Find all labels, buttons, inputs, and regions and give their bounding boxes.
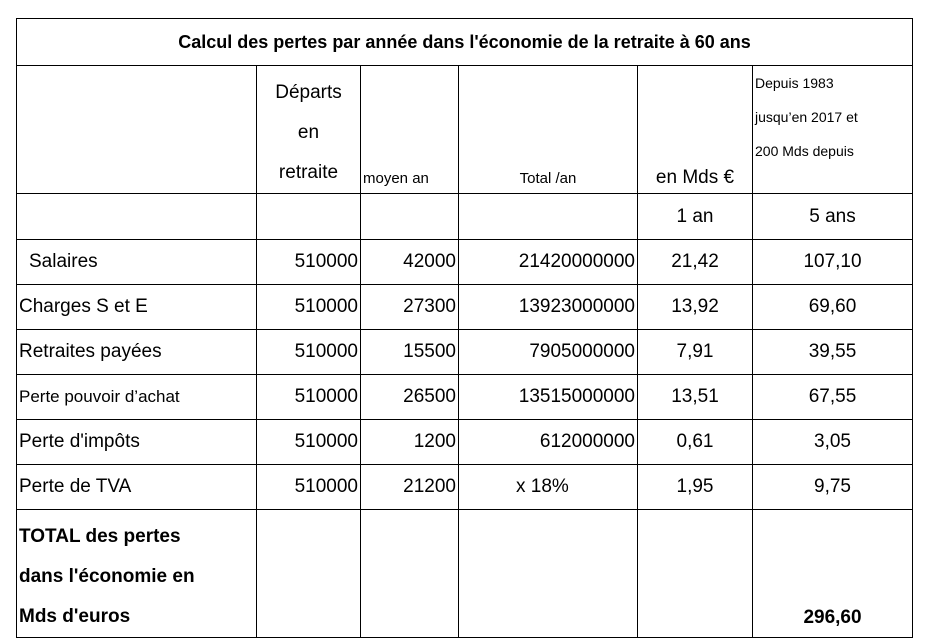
data-row: Retraites payées 510000 15500 7905000000 7,9… [16, 329, 914, 375]
data-row: Perte de TVA 510000 21200 x 18% 1,95 9,75 [16, 464, 914, 510]
total-row: TOTAL des pertes dans l'économie en Mds d'… [16, 509, 914, 638]
cell-ans: 107,10 [751, 239, 914, 285]
cell-moyen: 26500 [360, 374, 459, 420]
cell-moyen: 1200 [360, 419, 459, 465]
text-line: en [297, 122, 320, 143]
cell [256, 509, 361, 638]
data-row: Salaires 510000 42000 21420000000 21,42 107,1… [16, 239, 914, 285]
cell [16, 65, 257, 194]
cell-departs: 510000 [256, 374, 361, 420]
table-title: Calcul des pertes par année dans l'écono… [15, 18, 914, 66]
cell-mds: 13,51 [637, 374, 753, 420]
cell-total: 13923000000 [458, 284, 638, 330]
cell-departs: 510000 [256, 464, 361, 510]
subheader-row: 1 an 5 ans [16, 193, 914, 240]
cell-moyen: 27300 [360, 284, 459, 330]
cell-total: 21420000000 [458, 239, 638, 285]
cell-mds: 13,92 [637, 284, 753, 330]
cell-ans: 3,05 [751, 419, 914, 465]
data-row: Perte pouvoir d’achat 510000 26500 13515000… [16, 374, 914, 420]
header-row: Départs en retraite moyen an Total /an en … [16, 65, 914, 194]
cell-moyen: 42000 [360, 239, 459, 285]
cell-total: 7905000000 [458, 329, 638, 375]
cell-mds: 21,42 [637, 239, 753, 285]
cell-total: 13515000000 [458, 374, 638, 420]
header-total: Total /an [458, 65, 638, 194]
loss-table: Calcul des pertes par année dans l'écono… [15, 18, 914, 638]
cell-total: 612000000 [458, 419, 638, 465]
cell-label: Perte de TVA [16, 464, 257, 510]
total-label: TOTAL des pertes dans l'économie en Mds d'… [16, 509, 257, 638]
cell-label: Salaires [16, 239, 257, 285]
cell-departs: 510000 [256, 419, 361, 465]
header-note: Depuis 1983 jusqu’en 2017 et 200 Mds depui… [751, 65, 914, 194]
cell [458, 193, 638, 240]
cell-label: Perte pouvoir d’achat [16, 374, 257, 420]
subheader-mds: 1 an [637, 193, 753, 240]
text-line: Depuis 1983 [755, 75, 834, 91]
cell [637, 509, 753, 638]
cell-mds: 0,61 [637, 419, 753, 465]
text-line: dans l'économie en [19, 566, 195, 587]
data-row: Perte d'impôts 510000 1200 612000000 0,61 3,0… [16, 419, 914, 465]
cell-mds: 1,95 [637, 464, 753, 510]
cell [256, 193, 361, 240]
cell-departs: 510000 [256, 284, 361, 330]
cell-ans: 9,75 [751, 464, 914, 510]
data-row: Charges S et E 510000 27300 13923000000 13,9… [16, 284, 914, 330]
cell-ans: 39,55 [751, 329, 914, 375]
cell [458, 509, 638, 638]
cell-label: Retraites payées [16, 329, 257, 375]
text-line: Départs [275, 82, 342, 103]
cell-departs: 510000 [256, 329, 361, 375]
cell-ans: 67,55 [751, 374, 914, 420]
cell-departs: 510000 [256, 239, 361, 285]
cell-mds: 7,91 [637, 329, 753, 375]
cell-ans: 69,60 [751, 284, 914, 330]
cell [360, 193, 459, 240]
cell [360, 509, 459, 638]
cell-moyen: 15500 [360, 329, 459, 375]
table-body: Calcul des pertes par année dans l'écono… [15, 18, 914, 638]
cell-moyen: 21200 [360, 464, 459, 510]
cell [16, 193, 257, 240]
text-line: Mds d'euros [19, 606, 131, 627]
cell-total: x 18% [458, 464, 638, 510]
text-line: retraite [278, 162, 339, 183]
cell-label: Charges S et E [16, 284, 257, 330]
text-line: 200 Mds depuis [755, 143, 854, 159]
cell-label: Perte d'impôts [16, 419, 257, 465]
total-value: 296,60 [751, 509, 914, 638]
text-line: TOTAL des pertes [19, 526, 181, 547]
header-departs: Départs en retraite [256, 65, 361, 194]
header-mds: en Mds € [637, 65, 753, 194]
text-line: jusqu’en 2017 et [755, 109, 858, 125]
header-moyen: moyen an [360, 65, 459, 194]
subheader-ans: 5 ans [751, 193, 914, 240]
